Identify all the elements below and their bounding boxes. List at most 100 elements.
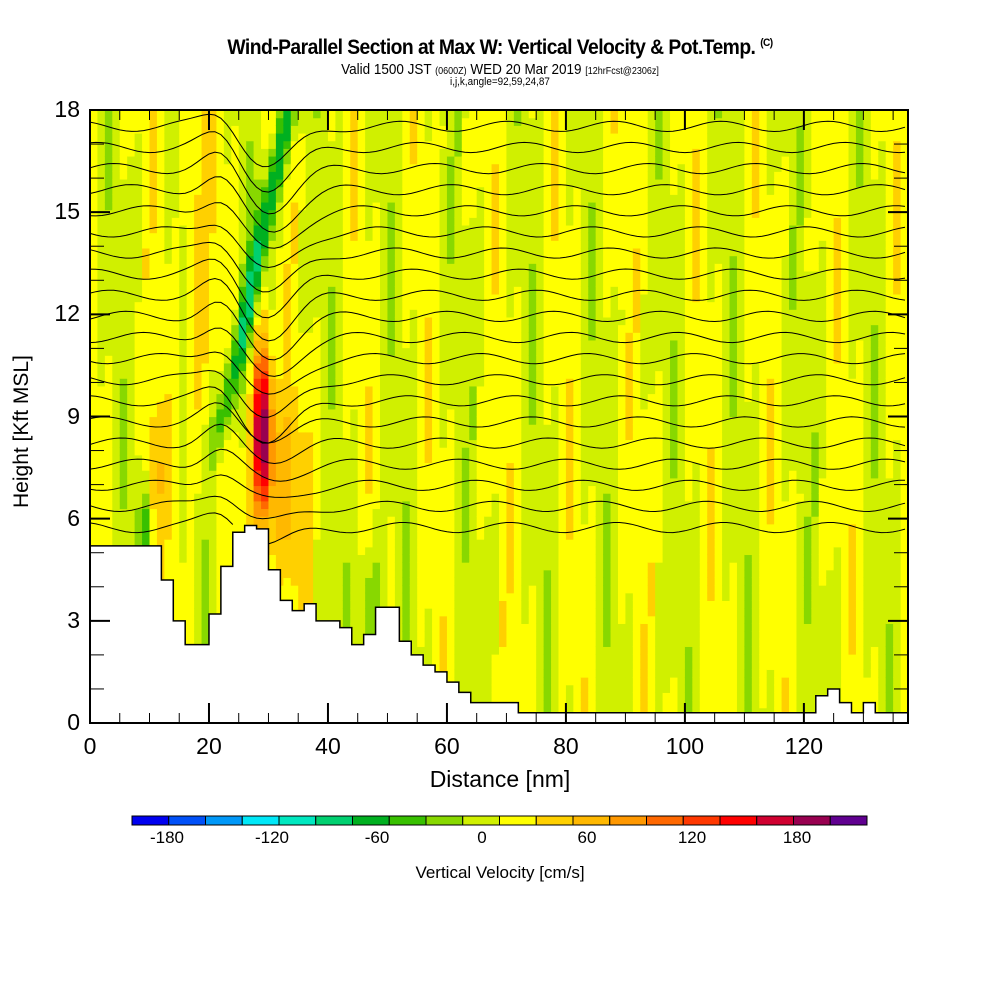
velocity-cell <box>409 232 418 241</box>
velocity-cell <box>484 140 493 149</box>
velocity-cell <box>409 217 418 226</box>
velocity-cell <box>134 247 143 257</box>
velocity-cell <box>149 178 158 188</box>
velocity-cell <box>268 339 277 349</box>
velocity-cell <box>454 631 463 640</box>
velocity-cell <box>402 224 411 234</box>
velocity-cell <box>246 270 255 280</box>
velocity-cell <box>194 562 203 571</box>
velocity-cell <box>104 500 113 510</box>
velocity-cell <box>543 684 552 693</box>
velocity-cell <box>112 163 121 172</box>
velocity-cell <box>521 194 530 203</box>
velocity-cell <box>104 378 113 387</box>
velocity-cell <box>424 247 433 257</box>
velocity-cell <box>409 263 418 272</box>
velocity-cell <box>156 401 165 410</box>
velocity-cell <box>335 470 344 479</box>
velocity-cell <box>342 408 351 418</box>
velocity-cell <box>171 523 180 533</box>
velocity-cell <box>469 293 478 303</box>
velocity-cell <box>439 209 448 218</box>
velocity-cell <box>424 263 433 272</box>
velocity-cell <box>350 286 359 295</box>
velocity-cell <box>186 270 195 280</box>
velocity-cell <box>454 585 463 594</box>
velocity-cell <box>439 347 448 356</box>
velocity-cell <box>543 132 552 142</box>
velocity-cell <box>223 140 232 149</box>
velocity-cell <box>491 615 500 624</box>
velocity-cell <box>476 531 485 540</box>
velocity-cell <box>521 631 530 640</box>
velocity-cell <box>290 470 299 479</box>
velocity-cell <box>417 562 426 571</box>
velocity-cell <box>335 148 344 157</box>
velocity-cell <box>461 539 470 548</box>
velocity-cell <box>335 485 344 494</box>
velocity-cell <box>521 163 530 172</box>
velocity-cell <box>536 569 545 579</box>
velocity-cell <box>231 447 240 456</box>
velocity-cell <box>149 240 158 249</box>
velocity-cell <box>409 240 418 249</box>
velocity-cell <box>491 669 500 678</box>
velocity-cell <box>283 592 292 601</box>
velocity-cell <box>476 140 485 149</box>
velocity-cell <box>394 194 403 203</box>
velocity-cell <box>513 339 522 349</box>
velocity-cell <box>268 562 277 571</box>
velocity-cell <box>290 462 299 471</box>
velocity-cell <box>350 125 359 134</box>
velocity-cell <box>439 470 448 479</box>
velocity-cell <box>231 339 240 349</box>
velocity-cell <box>283 539 292 548</box>
velocity-cell <box>335 209 344 218</box>
velocity-cell <box>417 117 426 126</box>
velocity-cell <box>499 240 508 249</box>
velocity-cell <box>484 416 493 425</box>
velocity-cell <box>223 531 232 540</box>
velocity-cell <box>350 332 359 341</box>
velocity-cell <box>528 661 537 670</box>
velocity-cell <box>380 209 389 218</box>
velocity-cell <box>305 125 314 134</box>
velocity-cell <box>551 661 560 670</box>
velocity-cell <box>536 638 545 647</box>
velocity-cell <box>350 431 359 441</box>
velocity-cell <box>164 255 173 264</box>
velocity-cell <box>499 600 508 609</box>
velocity-cell <box>268 477 277 487</box>
velocity-cell <box>491 309 500 318</box>
velocity-cell <box>499 401 508 410</box>
velocity-cell <box>320 209 329 218</box>
velocity-cell <box>484 255 493 264</box>
velocity-cell <box>186 569 195 579</box>
velocity-cell <box>432 347 441 356</box>
velocity-cell <box>387 110 396 119</box>
velocity-cell <box>112 439 121 448</box>
velocity-cell <box>543 646 552 655</box>
velocity-cell <box>491 378 500 387</box>
velocity-cell <box>97 385 106 395</box>
velocity-cell <box>171 569 180 579</box>
velocity-cell <box>320 485 329 494</box>
velocity-cell <box>208 424 218 433</box>
velocity-cell <box>216 447 225 456</box>
velocity-cell <box>432 516 441 525</box>
velocity-cell <box>156 462 165 471</box>
velocity-cell <box>543 401 552 410</box>
velocity-cell <box>513 592 522 601</box>
velocity-cell <box>446 247 455 257</box>
velocity-cell <box>171 608 180 617</box>
velocity-cell <box>320 531 329 540</box>
velocity-cell <box>491 110 500 119</box>
velocity-cell <box>461 178 470 188</box>
velocity-cell <box>186 470 195 479</box>
velocity-cell <box>156 194 165 203</box>
velocity-cell <box>149 209 158 218</box>
velocity-cell <box>461 194 470 203</box>
velocity-cell <box>171 110 180 119</box>
velocity-cell <box>432 638 441 647</box>
velocity-cell <box>216 454 225 464</box>
